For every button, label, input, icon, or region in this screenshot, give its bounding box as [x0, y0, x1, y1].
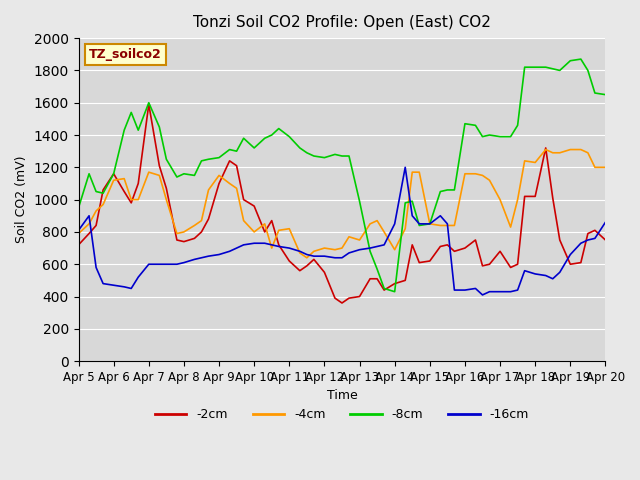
Legend: -2cm, -4cm, -8cm, -16cm: -2cm, -4cm, -8cm, -16cm	[150, 403, 534, 426]
Title: Tonzi Soil CO2 Profile: Open (East) CO2: Tonzi Soil CO2 Profile: Open (East) CO2	[193, 15, 491, 30]
Text: TZ_soilco2: TZ_soilco2	[89, 48, 162, 61]
X-axis label: Time: Time	[326, 389, 357, 402]
Y-axis label: Soil CO2 (mV): Soil CO2 (mV)	[15, 156, 28, 243]
